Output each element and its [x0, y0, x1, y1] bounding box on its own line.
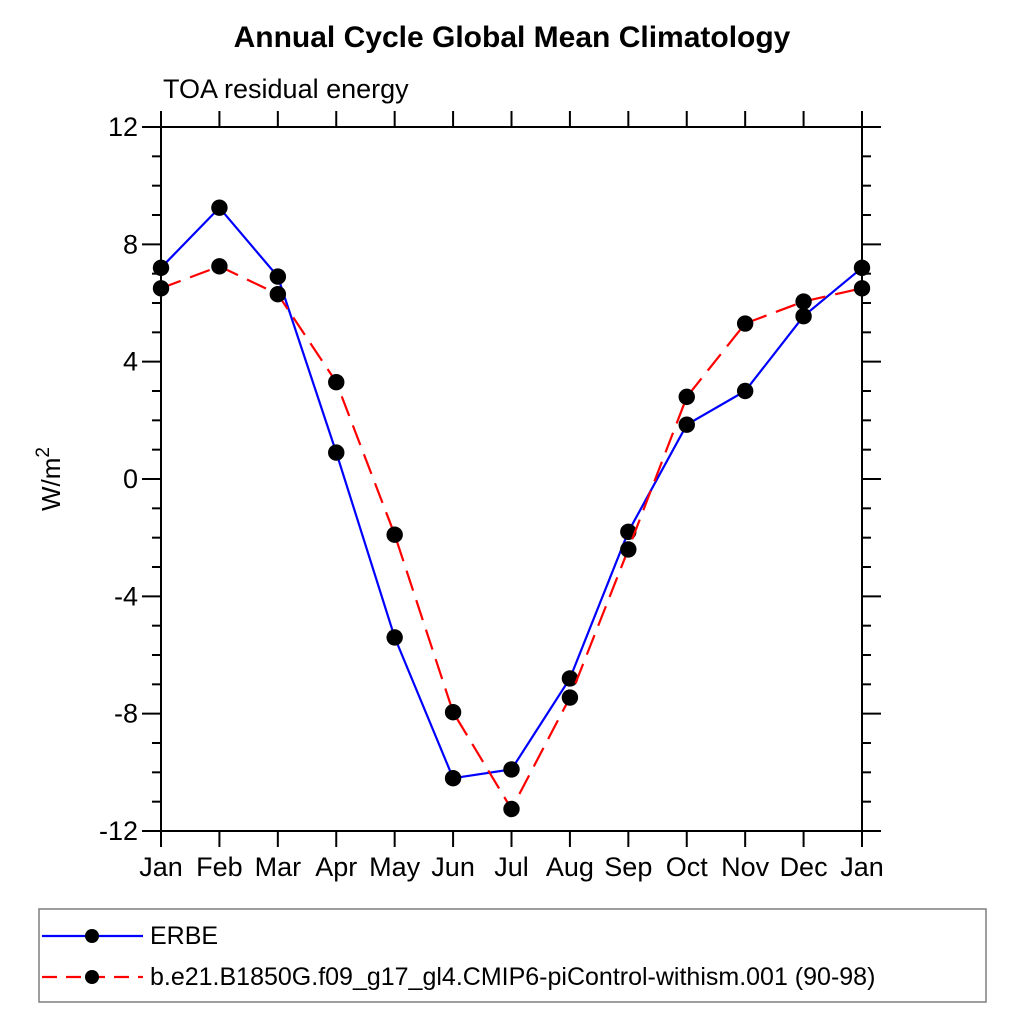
y-tick-label: 12: [108, 112, 138, 142]
data-point-marker: [795, 308, 812, 325]
data-point-marker: [269, 268, 287, 285]
legend-label-model: b.e21.B1850G.f09_g17_gl4.CMIP6-piControl…: [150, 963, 875, 991]
x-tick-label: Jun: [431, 852, 475, 882]
x-tick-label: Nov: [721, 852, 770, 882]
axis-ticks: [142, 111, 881, 847]
y-tick-label: 0: [123, 464, 138, 494]
y-tick-label: -12: [99, 816, 138, 846]
data-point-marker: [678, 416, 695, 433]
data-point-marker: [561, 689, 579, 706]
x-tick-label: Jul: [494, 852, 529, 882]
y-tick-label: -8: [114, 699, 138, 729]
data-point-marker: [503, 761, 520, 778]
data-point-marker: [211, 258, 228, 275]
data-point-marker: [620, 541, 637, 558]
x-tick-label: Oct: [666, 852, 709, 882]
series-erbe: [152, 199, 871, 787]
data-point-marker: [328, 444, 345, 461]
data-point-marker: [269, 286, 287, 303]
x-tick-label: Feb: [196, 852, 243, 882]
data-point-marker: [328, 374, 345, 391]
x-tick-label: May: [369, 852, 421, 882]
legend-label-erbe: ERBE: [150, 922, 218, 950]
legend: ERBE b.e21.B1850G.f09_g17_gl4.CMIP6-piCo…: [38, 908, 987, 1003]
legend-marker-erbe: [85, 929, 99, 943]
data-point-marker: [386, 629, 403, 646]
y-axis-label-base: W/m: [36, 458, 66, 511]
x-tick-label: Jan: [840, 852, 884, 882]
data-point-marker: [795, 293, 812, 310]
data-point-marker: [853, 280, 871, 297]
y-axis-label-superscript: 2: [33, 447, 54, 458]
data-point-marker: [444, 770, 462, 787]
y-tick-label: 8: [123, 229, 138, 259]
x-tick-label: Sep: [604, 852, 652, 882]
data-point-marker: [736, 315, 754, 332]
chart-subtitle: TOA residual energy: [163, 74, 409, 104]
data-point-marker: [152, 259, 170, 276]
data-series: [152, 199, 871, 818]
data-point-marker: [152, 280, 170, 297]
series-line-model: [160, 265, 863, 812]
data-point-marker: [444, 704, 462, 721]
y-tick-label: 4: [123, 347, 138, 377]
data-point-marker: [561, 670, 579, 687]
y-axis-label: W/m2: [33, 447, 66, 511]
axes-frame: [160, 126, 863, 832]
x-tick-label: Aug: [546, 852, 594, 882]
x-tick-label: Dec: [780, 852, 828, 882]
chart-title: Annual Cycle Global Mean Climatology: [234, 21, 791, 54]
x-tick-label: Mar: [255, 852, 302, 882]
x-tick-label: Jan: [139, 852, 183, 882]
data-point-marker: [211, 199, 228, 216]
data-point-marker: [678, 388, 695, 406]
data-point-marker: [853, 259, 871, 276]
data-point-marker: [736, 382, 754, 400]
data-point-marker: [503, 800, 520, 818]
x-tick-label: Apr: [315, 852, 357, 882]
legend-item-model: b.e21.B1850G.f09_g17_gl4.CMIP6-piControl…: [42, 963, 875, 991]
y-tick-label: -4: [114, 581, 138, 611]
data-point-marker: [386, 526, 403, 543]
legend-item-erbe: ERBE: [42, 922, 218, 950]
legend-box: [38, 908, 987, 1003]
y-tick-labels: 12 8 4 0 -4 -8 -12: [99, 112, 138, 846]
legend-marker-model: [85, 970, 99, 984]
series-model: [152, 258, 871, 818]
series-line-erbe: [160, 206, 863, 780]
x-tick-labels: Jan Feb Mar Apr May Jun Jul Aug Sep Oct Nov Dec Jan: [139, 852, 884, 882]
